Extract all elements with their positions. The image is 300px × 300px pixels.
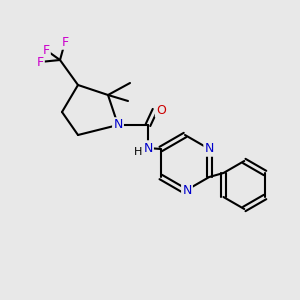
Text: N: N — [205, 142, 214, 155]
Text: N: N — [113, 118, 123, 131]
Text: O: O — [156, 103, 166, 116]
Text: N: N — [182, 184, 192, 197]
Text: N: N — [143, 142, 153, 154]
Text: F: F — [42, 44, 50, 56]
Text: F: F — [61, 35, 69, 49]
Text: H: H — [134, 147, 142, 157]
Text: F: F — [36, 56, 43, 68]
